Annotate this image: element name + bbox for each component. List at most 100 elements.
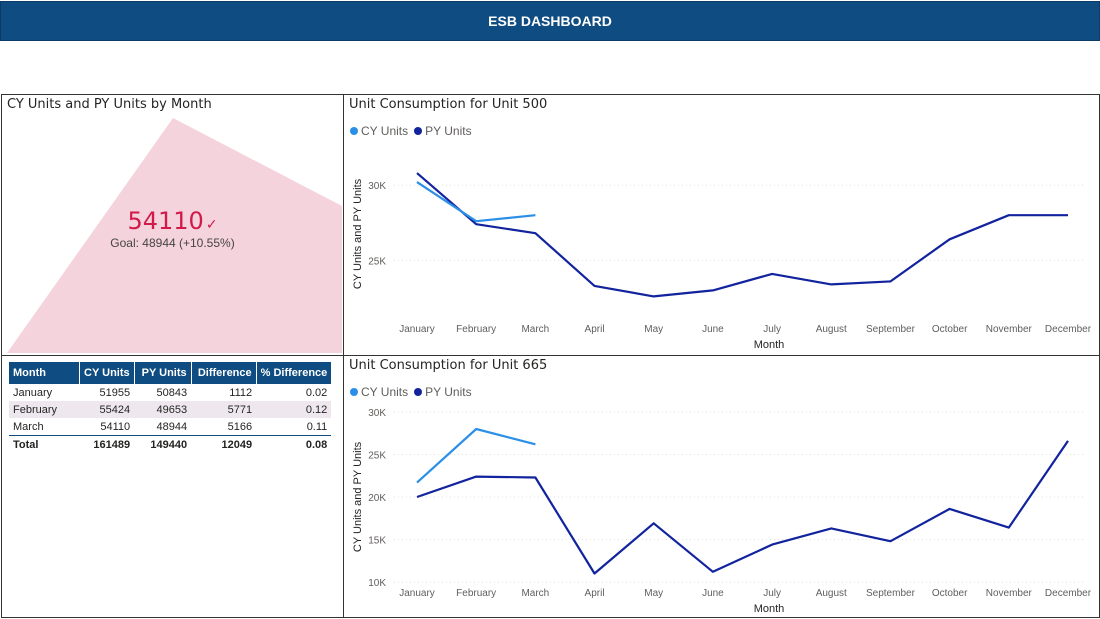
dashboard-title: ESB DASHBOARD xyxy=(488,13,612,29)
x-tick-label: September xyxy=(866,588,916,599)
y-tick-label: 10K xyxy=(368,578,386,589)
x-tick-label: January xyxy=(399,588,435,599)
chart-title-unit-500: Unit Consumption for Unit 500 xyxy=(349,97,548,112)
cell-difference: 5166 xyxy=(227,420,253,433)
kpi-value: 54110 ✓ xyxy=(2,207,343,235)
column-header-difference[interactable]: Difference xyxy=(191,362,257,384)
x-tick-label: June xyxy=(702,588,724,599)
chart-title-unit-665: Unit Consumption for Unit 665 xyxy=(349,358,548,373)
x-tick-label: July xyxy=(763,588,781,599)
column-header-month[interactable]: Month xyxy=(9,362,80,384)
kpi-area-polygon xyxy=(7,118,342,353)
x-axis-title: Month xyxy=(754,339,785,351)
y-tick-label: 30K xyxy=(368,408,386,419)
cell-pct-difference: 0.02 xyxy=(305,386,328,399)
legend-label-cy-units: CY Units xyxy=(361,385,409,399)
x-tick-label: October xyxy=(932,588,968,599)
x-tick-label: November xyxy=(986,588,1033,599)
x-tick-label: October xyxy=(932,324,968,335)
series-line-py-units[interactable] xyxy=(416,172,1068,298)
x-tick-label: September xyxy=(866,324,916,335)
x-tick-label: March xyxy=(521,324,549,335)
dashboard-header: ESB DASHBOARD xyxy=(1,2,1099,40)
cell-pct-difference: 0.12 xyxy=(256,401,332,418)
chart-panel-unit-500[interactable]: Unit Consumption for Unit 500 CY Units P… xyxy=(343,94,1100,356)
kpi-panel[interactable]: CY Units and PY Units by Month 54110 ✓ Go… xyxy=(1,94,344,356)
line-chart-unit-500: 25K 30K January February March April May June Ju… xyxy=(352,172,1092,351)
legend-item-py-units[interactable]: PY Units xyxy=(414,124,472,138)
table-row[interactable]: February 55424 49653 5771 0.12 xyxy=(9,401,332,418)
units-matrix-table: Month CY Units PY Units Difference % Dif… xyxy=(9,362,332,453)
x-tick-label: July xyxy=(763,324,781,335)
y-axis-title: CY Units and PY Units xyxy=(352,178,364,289)
series-line-cy-units[interactable] xyxy=(416,181,536,223)
cell-cy-units: 55424 xyxy=(79,401,135,418)
series-line-py-units[interactable] xyxy=(416,440,1069,575)
x-tick-label: April xyxy=(585,324,605,335)
x-tick-label: May xyxy=(644,324,663,335)
x-tick-label: April xyxy=(585,588,605,599)
total-cy-units: 161489 xyxy=(79,435,135,453)
kpi-goal: Goal: 48944 (+10.55%) xyxy=(110,236,235,250)
cell-py-units: 48944 xyxy=(156,420,188,433)
chart-legend-unit-665: CY Units PY Units xyxy=(350,385,472,399)
y-axis-title: CY Units and PY Units xyxy=(352,441,364,552)
cell-py-units: 50843 xyxy=(156,386,188,399)
legend-dot-py-units xyxy=(414,388,423,396)
x-tick-label: June xyxy=(702,324,724,335)
kpi-title: CY Units and PY Units by Month xyxy=(7,97,212,112)
column-header-py-units[interactable]: PY Units xyxy=(134,362,192,384)
cell-difference: 5771 xyxy=(191,401,257,418)
column-header-pct-difference[interactable]: % Difference xyxy=(256,362,332,384)
table-header-row: Month CY Units PY Units Difference % Dif… xyxy=(9,362,332,384)
cell-cy-units: 51955 xyxy=(99,386,131,399)
cell-difference: 1112 xyxy=(229,386,253,399)
chart-panel-unit-665[interactable]: Unit Consumption for Unit 665 CY Units P… xyxy=(343,355,1100,618)
cell-pct-difference: 0.11 xyxy=(306,420,328,433)
x-tick-label: December xyxy=(1045,324,1092,335)
cell-cy-units: 54110 xyxy=(100,420,131,433)
total-py-units: 149440 xyxy=(134,435,192,453)
x-tick-label: January xyxy=(399,324,435,335)
x-tick-label: December xyxy=(1045,588,1092,599)
x-tick-label: August xyxy=(816,588,847,599)
legend-label-py-units: PY Units xyxy=(425,385,472,399)
cell-month: March xyxy=(13,420,44,433)
cell-py-units: 49653 xyxy=(134,401,192,418)
y-tick-label: 25K xyxy=(368,451,386,462)
legend-dot-cy-units xyxy=(350,388,358,396)
table-row[interactable]: March 54110 48944 5166 0.11 xyxy=(9,418,331,436)
total-difference: 12049 xyxy=(191,435,257,453)
cell-month: February xyxy=(9,401,80,418)
legend-item-cy-units[interactable]: CY Units xyxy=(350,124,408,138)
chart-legend-unit-500: CY Units PY Units xyxy=(350,124,472,138)
total-pct-difference: 0.08 xyxy=(256,435,332,453)
x-tick-label: February xyxy=(456,588,496,599)
x-tick-label: March xyxy=(521,588,549,599)
kpi-value-number: 54110 xyxy=(127,207,204,235)
legend-item-py-units[interactable]: PY Units xyxy=(414,385,472,399)
x-axis-title: Month xyxy=(754,603,785,615)
legend-dot-py-units xyxy=(414,127,423,135)
table-total-row: Total 161489 149440 12049 0.08 xyxy=(9,435,332,453)
series-line-cy-units[interactable] xyxy=(416,427,536,484)
kpi-area-shape xyxy=(7,118,342,353)
cell-month: January xyxy=(13,386,53,399)
check-icon: ✓ xyxy=(205,217,218,233)
total-label: Total xyxy=(9,435,80,453)
x-tick-label: May xyxy=(644,588,663,599)
column-header-cy-units[interactable]: CY Units xyxy=(79,362,135,384)
table-row[interactable]: January 51955 50843 1112 0.02 xyxy=(9,384,331,401)
legend-dot-cy-units xyxy=(350,127,358,135)
legend-label-cy-units: CY Units xyxy=(361,124,409,138)
y-tick-label: 25K xyxy=(368,256,386,267)
y-tick-label: 30K xyxy=(368,181,386,192)
line-chart-unit-665: 10K 15K 20K 25K 30K January February March April… xyxy=(352,408,1092,615)
y-tick-label: 15K xyxy=(368,536,386,547)
x-tick-label: February xyxy=(456,324,496,335)
x-tick-label: November xyxy=(986,324,1033,335)
x-tick-label: August xyxy=(816,324,847,335)
table-panel[interactable]: Month CY Units PY Units Difference % Dif… xyxy=(1,355,344,618)
legend-item-cy-units[interactable]: CY Units xyxy=(350,385,408,399)
y-tick-label: 20K xyxy=(368,493,386,504)
